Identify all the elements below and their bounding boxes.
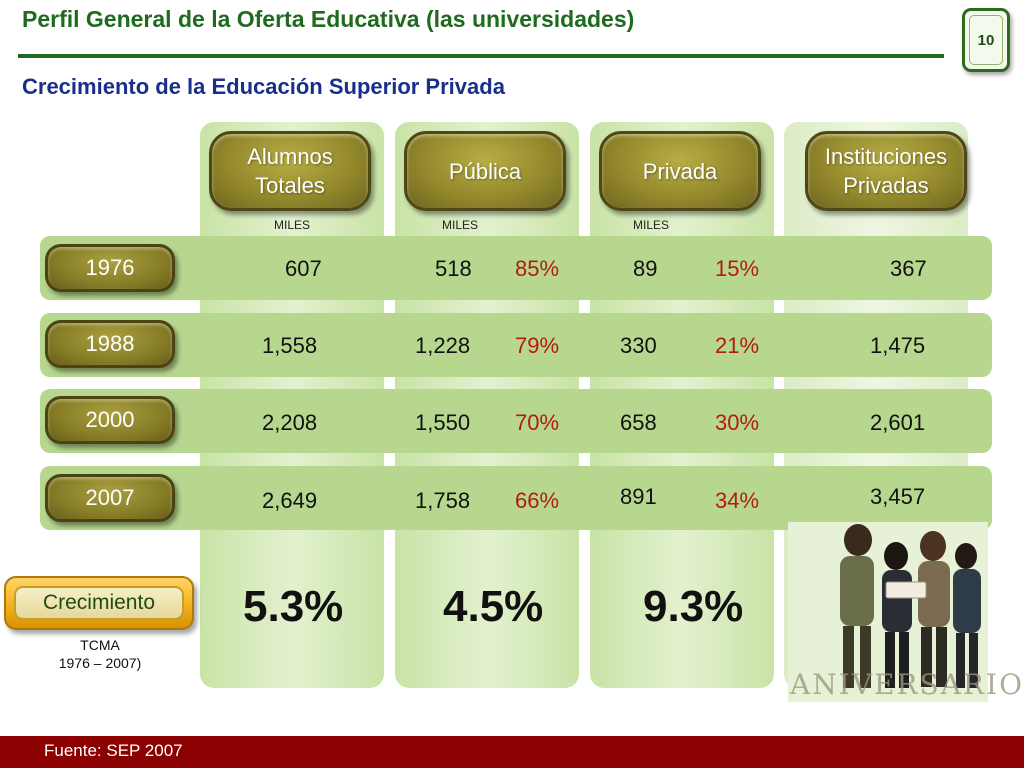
cell-total: 2,208 — [262, 410, 318, 435]
cell-publica-pct: 85% — [515, 256, 560, 281]
cell-publica: 518 — [435, 256, 472, 281]
unit-label: MILES — [632, 218, 669, 232]
cell-publica-pct: 66% — [515, 488, 560, 513]
header-label: Alumnos — [247, 144, 333, 169]
anniversary-watermark: ANIVERSARIO — [790, 668, 1024, 701]
year-pill: 1988 — [45, 320, 175, 368]
tcma-period: 1976 – 2007) — [58, 655, 142, 671]
year-pill: 2000 — [45, 396, 175, 444]
cell-total: 2,649 — [262, 488, 318, 513]
crecimiento-label: Crecimiento — [14, 586, 184, 620]
row-band-2000 — [40, 389, 992, 453]
cell-privada-pct: 15% — [715, 256, 760, 281]
growth-privada: 9.3% — [643, 582, 744, 631]
cell-privada: 891 — [620, 484, 657, 509]
row-band-1988 — [40, 313, 992, 377]
cell-privada: 89 — [633, 256, 658, 281]
cell-instituciones: 3,457 — [870, 484, 926, 509]
cell-instituciones: 1,475 — [870, 333, 926, 358]
cell-instituciones: 2,601 — [870, 410, 926, 435]
cell-privada: 330 — [620, 333, 657, 358]
tcma-note: TCMA 1976 – 2007) — [30, 636, 170, 672]
title-divider — [18, 54, 944, 58]
header-label: Privadas — [843, 173, 929, 198]
cell-privada-pct: 34% — [715, 488, 760, 513]
cell-total: 1,558 — [262, 333, 318, 358]
students-photo — [788, 522, 988, 702]
tcma-label: TCMA — [80, 637, 120, 653]
unit-label: MILES — [273, 218, 310, 232]
year-pill: 1976 — [45, 244, 175, 292]
cell-instituciones: 367 — [890, 256, 927, 281]
header-label: Instituciones — [824, 144, 948, 169]
slide-title: Perfil General de la Oferta Educativa (l… — [22, 6, 635, 32]
header-alumnos-totales: Alumnos Totales — [209, 131, 371, 211]
cell-publica: 1,550 — [415, 410, 471, 435]
growth-total: 5.3% — [243, 582, 344, 631]
crecimiento-button: Crecimiento — [4, 576, 194, 630]
row-band-1976 — [40, 236, 992, 300]
footer-source: Fuente: SEP 2007 — [44, 741, 183, 760]
header-instituciones-privadas: Instituciones Privadas — [805, 131, 967, 211]
header-label: Pública — [448, 158, 522, 184]
cell-publica: 1,228 — [415, 333, 471, 358]
row-band-2007 — [40, 466, 992, 530]
cell-privada-pct: 21% — [715, 333, 760, 358]
page-number-badge: 10 — [962, 8, 1010, 72]
cell-publica-pct: 70% — [515, 410, 560, 435]
header-label: Totales — [255, 173, 325, 198]
cell-total: 607 — [285, 256, 322, 281]
footer-bar — [0, 736, 1024, 768]
cell-publica: 1,758 — [415, 488, 471, 513]
header-publica: Pública — [404, 131, 566, 211]
growth-publica: 4.5% — [443, 582, 544, 631]
header-privada: Privada — [599, 131, 761, 211]
cell-privada: 658 — [620, 410, 657, 435]
header-label: Privada — [642, 158, 718, 184]
slide-subtitle: Crecimiento de la Educación Superior Pri… — [22, 74, 505, 99]
cell-publica-pct: 79% — [515, 333, 560, 358]
year-pill: 2007 — [45, 474, 175, 522]
unit-label: MILES — [441, 218, 478, 232]
cell-privada-pct: 30% — [715, 410, 760, 435]
